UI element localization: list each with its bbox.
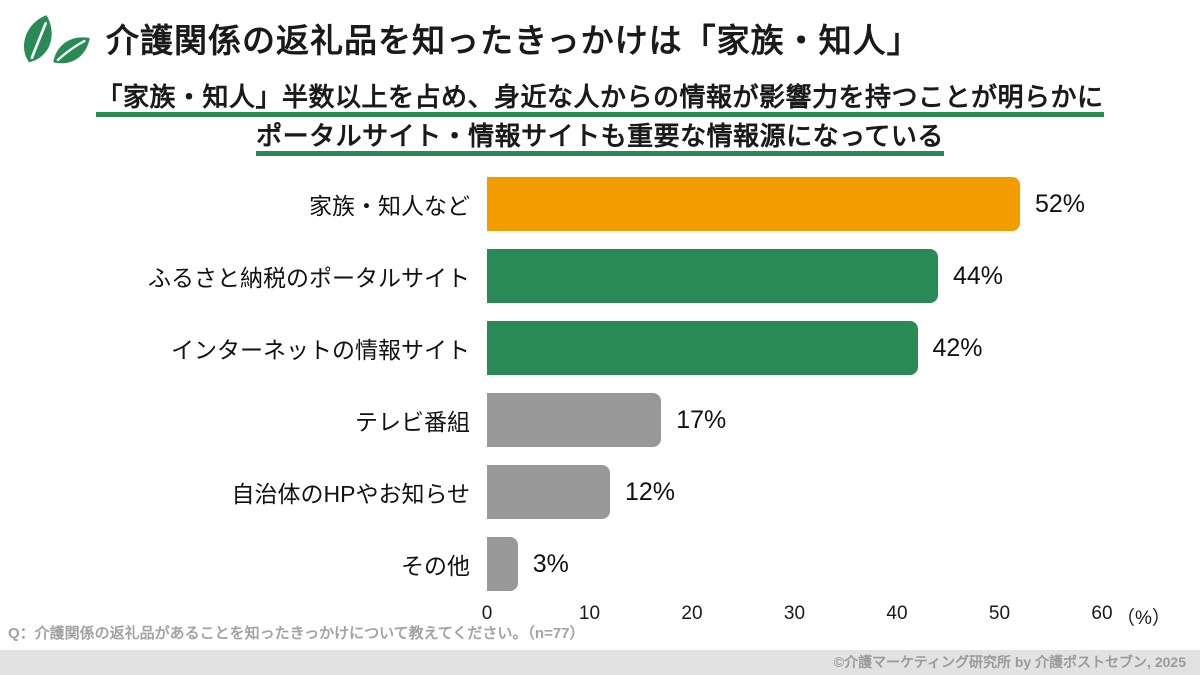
x-axis-tick: 30 [783, 603, 806, 624]
chart-row: インターネットの情報サイト 42% [0, 321, 1200, 375]
bar [487, 393, 662, 447]
bar [487, 465, 610, 519]
chart-row: ふるさと納税のポータルサイト 44% [0, 249, 1200, 303]
subtitle-line-1: 「家族・知人」半数以上を占め、身近な人からの情報が影響力を持つことが明らかに [96, 84, 1104, 117]
chart-rows: 家族・知人など 52% ふるさと納税のポータルサイト 44% インターネットの情報サイト… [0, 177, 1200, 591]
bar-chart: 家族・知人など 52% ふるさと納税のポータルサイト 44% インターネットの情報サイト… [0, 177, 1200, 629]
x-axis-unit-label: （%） [1116, 608, 1171, 629]
copyright-credit: ©介護マーケティング研究所 by 介護ポストセブン, 2025 [833, 654, 1186, 670]
subtitle-block: 「家族・知人」半数以上を占め、身近な人からの情報が影響力を持つことが明らかに ポ… [0, 84, 1200, 156]
bar-track: 44% [487, 249, 1102, 303]
bar [487, 249, 938, 303]
x-axis-tick: 40 [886, 603, 908, 624]
category-label: テレビ番組 [355, 409, 470, 435]
value-label: 12% [625, 477, 676, 506]
footer-bar: ©介護マーケティング研究所 by 介護ポストセブン, 2025 [0, 650, 1200, 675]
bar-track: 12% [487, 465, 1102, 519]
chart-row: 自治体のHPやお知らせ 12% [0, 465, 1200, 519]
bar-track: 17% [487, 393, 1102, 447]
category-label: その他 [401, 553, 470, 579]
bar-track: 42% [487, 321, 1102, 375]
category-label: ふるさと納税のポータルサイト [148, 265, 470, 291]
header: 介護関係の返礼品を知ったきっかけは「家族・知人」 [0, 0, 1200, 70]
subtitle-line-2: ポータルサイト・情報サイトも重要な情報源になっている [256, 123, 944, 156]
category-label: 家族・知人など [309, 193, 470, 219]
x-axis-tick: 50 [988, 603, 1011, 624]
survey-question-note: Q：介護関係の返礼品があることを知ったきっかけについて教えてください。（n=77… [8, 625, 585, 642]
bar [487, 177, 1020, 231]
value-label: 3% [532, 549, 569, 578]
bar-track: 3% [487, 537, 1102, 591]
x-axis: 0 10 20 30 40 50 60 （%） [482, 603, 1171, 629]
chart-row: その他 3% [0, 537, 1200, 591]
x-axis-tick: 60 [1091, 603, 1113, 624]
x-axis-tick: 10 [578, 603, 601, 624]
category-label: インターネットの情報サイト [171, 337, 470, 363]
value-label: 17% [676, 405, 727, 434]
bar-track: 52% [487, 177, 1102, 231]
leaf-logo-icon [16, 12, 92, 70]
value-label: 44% [953, 261, 1004, 290]
value-label: 42% [932, 333, 983, 362]
x-axis-tick: 0 [481, 603, 493, 624]
value-label: 52% [1035, 189, 1086, 218]
x-axis-tick: 20 [681, 603, 703, 624]
bar [487, 321, 918, 375]
chart-row: テレビ番組 17% [0, 393, 1200, 447]
category-label: 自治体のHPやお知らせ [231, 481, 471, 507]
bar [487, 537, 518, 591]
page-title: 介護関係の返礼品を知ったきっかけは「家族・知人」 [106, 22, 921, 60]
chart-row: 家族・知人など 52% [0, 177, 1200, 231]
